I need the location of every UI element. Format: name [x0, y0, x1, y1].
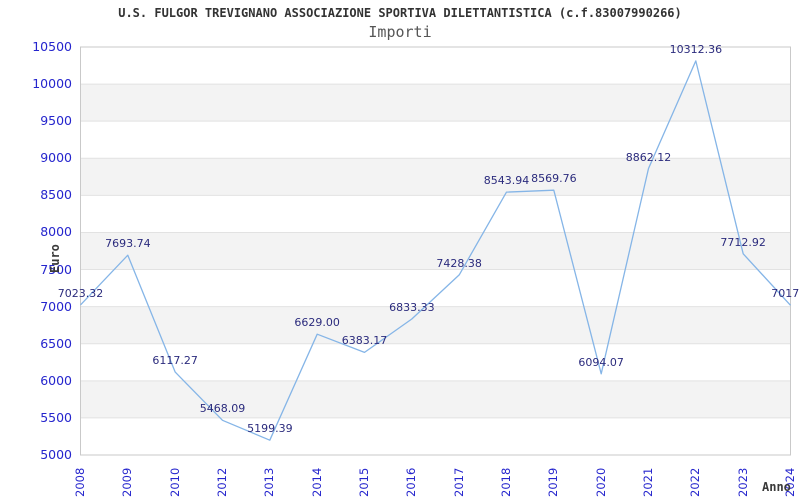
plot-border: [80, 46, 791, 456]
point-label: 6629.00: [294, 316, 340, 330]
y-tick-label: 8000: [40, 224, 72, 240]
x-tick-label: 2009: [120, 467, 135, 497]
x-tick-label: 2016: [404, 467, 419, 497]
y-tick-label: 8500: [40, 187, 72, 203]
y-tick-label: 10500: [32, 39, 72, 54]
x-tick-label: 2010: [167, 467, 182, 497]
plot-band: [80, 306, 791, 344]
x-tick-label: 2019: [546, 467, 561, 497]
chart-title: U.S. FULGOR TREVIGNANO ASSOCIAZIONE SPOR…: [118, 6, 682, 20]
point-label: 8862.12: [625, 150, 672, 164]
point-label: 10312.36: [669, 42, 723, 56]
x-tick-label: 2022: [688, 467, 703, 497]
plot-band: [80, 158, 791, 196]
plot-band: [80, 232, 791, 270]
point-label: 5199.39: [247, 422, 293, 436]
x-tick-label: 2017: [451, 467, 466, 497]
data-line-series: [80, 60, 791, 441]
point-label: 8569.76: [531, 172, 577, 186]
point-label: 6383.17: [341, 334, 388, 348]
point-label: 5468.09: [199, 402, 246, 416]
y-tick-label: 5000: [40, 447, 72, 462]
x-axis-title: Anno: [762, 480, 791, 494]
x-tick-label: 2020: [593, 467, 608, 497]
y-axis-title: Euro: [48, 244, 62, 273]
x-tick-label: 2014: [309, 467, 324, 497]
x-tick-label: 2012: [215, 467, 229, 497]
point-label: 7017.8: [771, 287, 800, 301]
y-tick-label: 6500: [40, 335, 72, 351]
point-label: 8543.94: [483, 174, 530, 188]
x-tick-label: 2021: [641, 467, 655, 497]
x-tick-label: 2023: [735, 467, 750, 497]
y-tick-label: 9000: [40, 150, 72, 166]
y-tick-label: 7500: [40, 261, 72, 277]
x-tick-label: 2008: [73, 467, 87, 497]
y-tick-label: 7000: [40, 298, 72, 314]
point-label: 6094.07: [578, 355, 624, 369]
point-label: 7023.32: [57, 286, 104, 300]
point-label: 6833.33: [389, 301, 435, 314]
y-tick-label: 6000: [40, 372, 72, 388]
x-tick-label: 2018: [499, 467, 513, 497]
point-label: 7693.74: [105, 237, 151, 251]
x-tick-label: 2013: [262, 467, 277, 497]
point-label: 7712.92: [720, 235, 766, 249]
point-label: 7428.38: [436, 256, 482, 270]
y-tick-label: 10000: [32, 76, 72, 92]
y-tick-label: 5500: [40, 409, 72, 425]
y-tick-label: 9500: [40, 113, 72, 129]
chart-subtitle: Importi: [368, 23, 432, 41]
point-label: 6117.27: [152, 354, 198, 368]
plot-band: [80, 380, 791, 418]
plot-band: [80, 84, 791, 122]
x-tick-label: 2015: [357, 467, 371, 497]
